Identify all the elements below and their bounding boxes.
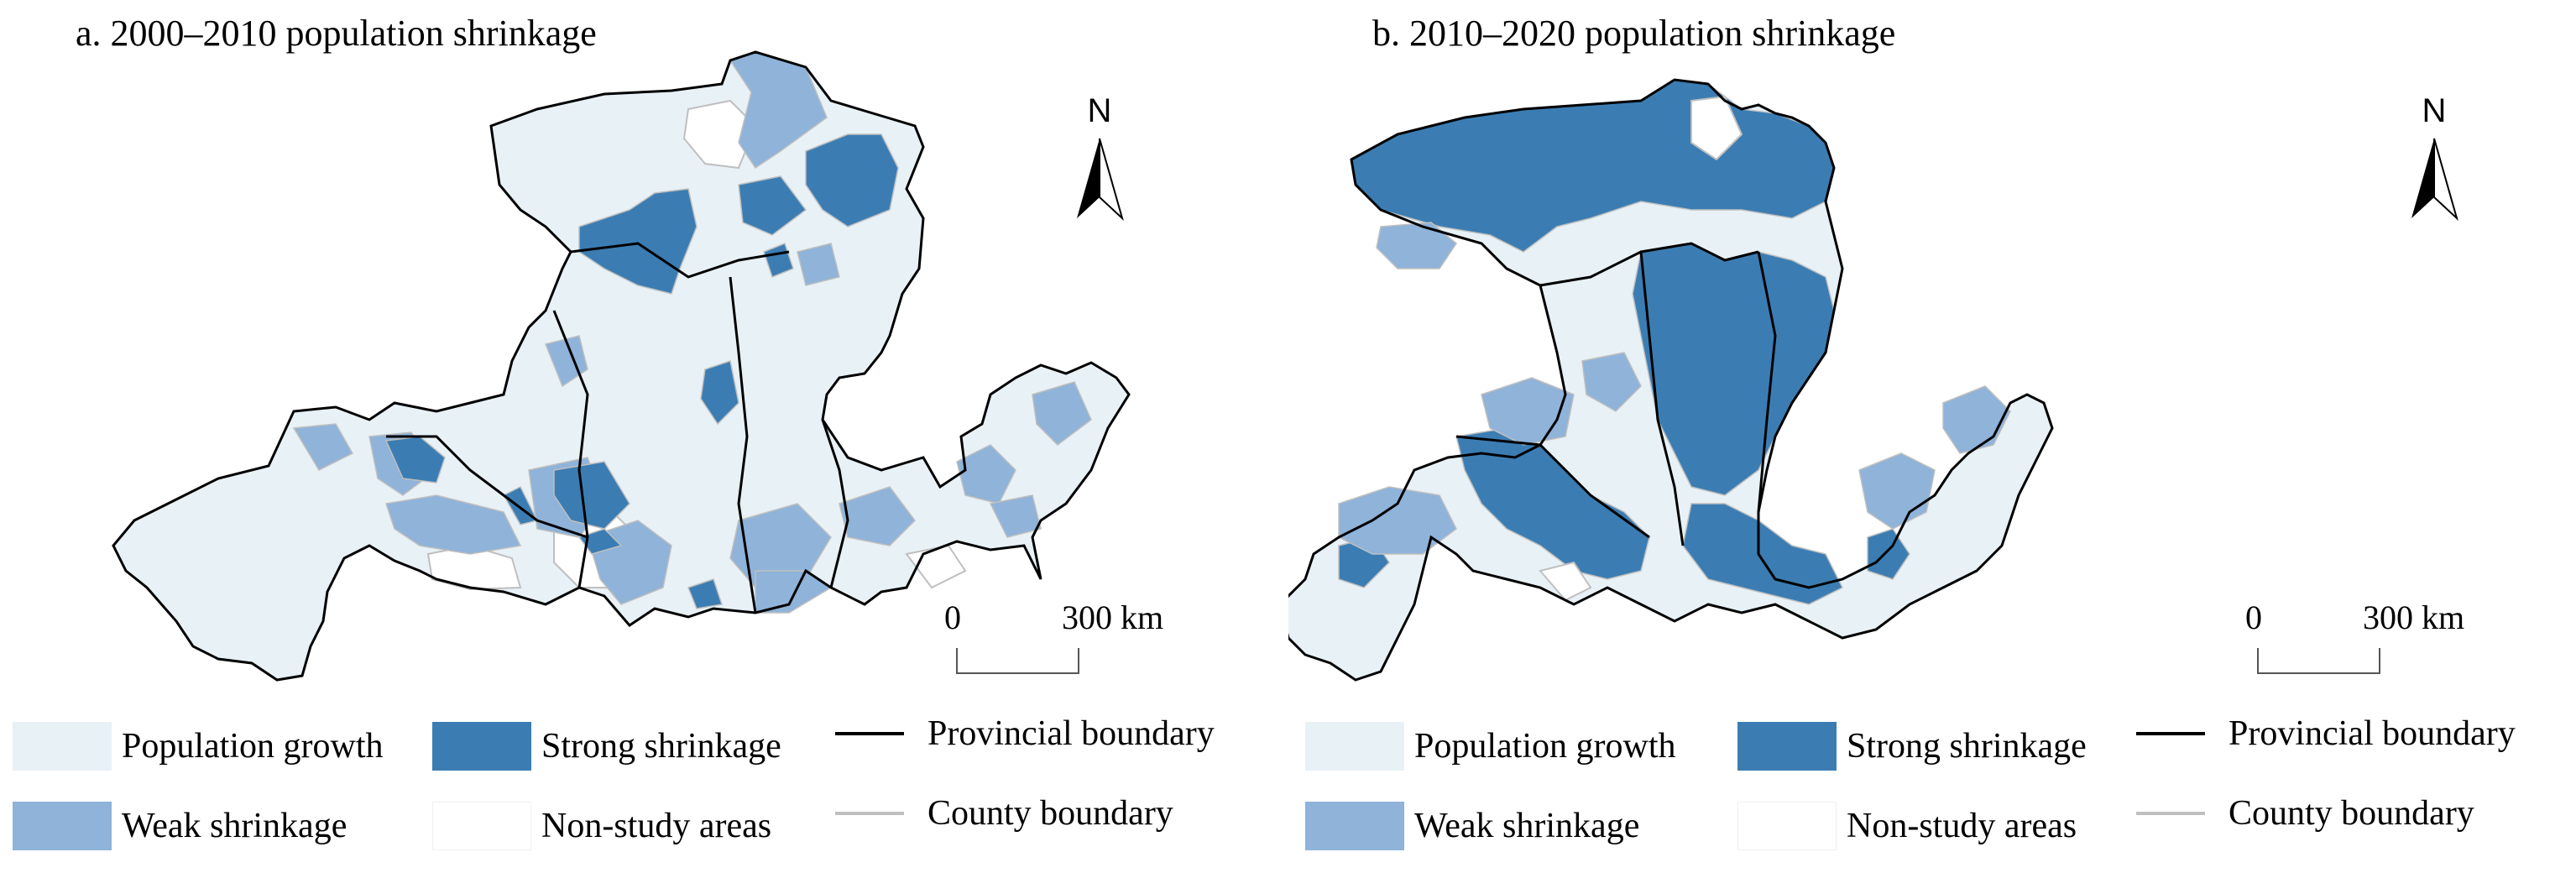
provincial-boundary <box>1288 78 2054 682</box>
legend-swatch <box>1737 722 1837 771</box>
scale-bar: 0 300 km <box>944 598 1213 690</box>
strong-shrinkage-area <box>1682 503 1844 605</box>
north-arrow-icon <box>1077 138 1124 222</box>
legend-swatch <box>432 802 531 850</box>
strong-shrinkage-area <box>805 133 899 227</box>
north-arrow: N <box>2396 92 2472 235</box>
study-area-map <box>1288 78 2054 682</box>
strong-shrinkage-area <box>700 360 739 426</box>
weak-shrinkage-area <box>544 335 588 388</box>
legend-swatch <box>13 722 112 771</box>
strong-shrinkage-area <box>578 188 698 295</box>
weak-shrinkage-area <box>385 494 522 555</box>
legend-line <box>835 812 904 815</box>
legend-county-boundary: County boundary <box>835 793 1173 834</box>
weak-shrinkage-areas <box>292 51 1092 614</box>
strong-shrinkage-area <box>687 578 723 609</box>
legend-provincial-boundary: Provincial boundary <box>2136 714 2516 754</box>
weak-shrinkage-area <box>956 444 1016 504</box>
legend-provincial-boundary: Provincial boundary <box>835 714 1215 754</box>
strong-shrinkage-area <box>577 528 623 555</box>
strong-shrinkage-area <box>738 175 807 236</box>
legend-swatch <box>1737 802 1837 850</box>
provincial-boundary <box>1455 435 1650 539</box>
provincial-boundary <box>729 276 757 614</box>
weak-shrinkage-area <box>1338 486 1457 555</box>
legend-line <box>2136 812 2205 815</box>
legend-line <box>835 732 904 735</box>
legend-swatch <box>1305 802 1404 850</box>
scale-zero-label: 0 <box>2245 599 2262 636</box>
non-study-area <box>1539 561 1592 602</box>
provincial-boundary <box>1757 251 1777 513</box>
legend-weak-shrinkage: Weak shrinkage <box>1305 802 1639 850</box>
weak-shrinkage-area <box>1858 452 1936 530</box>
non-study-area <box>905 544 967 589</box>
legend-non-study-areas: Non-study areas <box>1737 802 2077 850</box>
legend: Population growth Strong shrinkage Provi… <box>1288 705 2576 873</box>
study-area-map <box>112 50 1131 682</box>
provincial-boundaries <box>112 50 1131 682</box>
map-panel-2000-2010: a. 2000–2010 population shrinkage <box>0 13 1288 873</box>
weak-shrinkage-area <box>839 486 916 546</box>
legend-swatch <box>13 802 112 850</box>
legend-population-growth: Population growth <box>1305 722 1676 771</box>
weak-shrinkage-area <box>797 243 840 286</box>
north-arrow: N <box>1062 92 1137 235</box>
weak-shrinkage-area <box>292 423 354 471</box>
legend-strong-shrinkage: Strong shrinkage <box>1737 722 2087 771</box>
legend-population-growth: Population growth <box>13 722 384 771</box>
legend-county-boundary: County boundary <box>2136 793 2474 834</box>
non-study-area <box>682 99 757 170</box>
legend: Population growth Strong shrinkage Provi… <box>0 705 1288 873</box>
legend-line <box>2136 732 2205 735</box>
provincial-boundary <box>1539 242 1759 287</box>
scale-bar-line <box>2257 648 2380 674</box>
scale-bar-line <box>956 648 1079 674</box>
non-study-area <box>1690 95 1743 161</box>
scale-max-label: 300 km <box>2363 599 2465 636</box>
scale-zero-label: 0 <box>944 599 961 636</box>
legend-swatch <box>432 722 531 771</box>
weak-shrinkage-area <box>1032 381 1092 446</box>
north-arrow-icon <box>2411 138 2458 222</box>
scale-bar: 0 300 km <box>2245 598 2514 690</box>
legend-non-study-areas: Non-study areas <box>432 802 771 850</box>
weak-shrinkage-area <box>989 494 1042 538</box>
provincial-boundaries <box>1288 78 2054 682</box>
provincial-boundary <box>1639 251 1685 546</box>
weak-shrinkage-area <box>1581 352 1642 412</box>
legend-swatch <box>1305 722 1404 771</box>
provincial-boundary <box>552 310 589 588</box>
map-panel-2010-2020: b. 2010–2020 population shrinkage <box>1288 0 2576 873</box>
legend-weak-shrinkage: Weak shrinkage <box>13 802 347 850</box>
legend-strong-shrinkage: Strong shrinkage <box>432 722 781 771</box>
scale-max-label: 300 km <box>1062 599 1164 636</box>
non-study-areas <box>1539 95 1743 602</box>
panel-title: a. 2000–2010 population shrinkage <box>76 13 597 54</box>
strong-shrinkage-areas <box>384 133 899 609</box>
provincial-boundary <box>386 435 588 539</box>
provincial-boundary <box>821 419 849 588</box>
weak-shrinkage-area <box>1376 222 1457 269</box>
panel-title: b. 2010–2020 population shrinkage <box>1372 13 1896 54</box>
provincial-boundary <box>570 242 790 279</box>
